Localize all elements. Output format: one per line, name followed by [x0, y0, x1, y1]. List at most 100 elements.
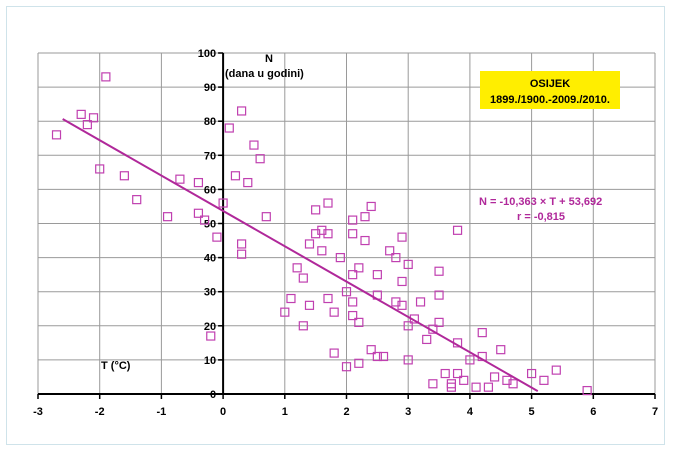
data-point: [82, 120, 92, 130]
data-point: [434, 317, 444, 327]
data-point: [329, 348, 339, 358]
data-point: [51, 130, 62, 140]
data-point: [397, 300, 407, 310]
data-point: [354, 317, 364, 327]
x-tick-label: -2: [95, 406, 105, 418]
data-point: [193, 177, 204, 188]
x-axis-label: T (°C): [101, 360, 131, 372]
data-point: [335, 253, 345, 263]
data-point: [422, 334, 432, 345]
data-point: [304, 300, 315, 310]
data-point: [354, 358, 364, 368]
data-point: [434, 266, 444, 276]
data-point: [372, 351, 382, 362]
data-point: [323, 293, 333, 304]
data-point: [348, 229, 358, 239]
data-point: [323, 229, 333, 239]
data-point: [341, 287, 352, 297]
data-point: [452, 368, 463, 379]
data-point: [255, 154, 265, 164]
data-point: [428, 379, 438, 389]
data-point: [348, 297, 358, 307]
data-point: [298, 273, 308, 283]
data-point: [237, 239, 247, 249]
title-box: [480, 71, 620, 109]
data-point: [206, 331, 216, 341]
data-point: [434, 290, 444, 300]
data-point: [348, 310, 358, 321]
data-point: [88, 113, 99, 123]
data-point: [366, 201, 376, 212]
data-point: [403, 321, 413, 331]
data-point: [496, 345, 506, 355]
data-point: [397, 276, 407, 287]
data-point: [403, 355, 413, 365]
labels: N (dana u godini) T (°C) OSIJEK 1899./19…: [101, 53, 620, 372]
data-point: [224, 123, 234, 133]
data-point: [477, 328, 487, 338]
data-point: [292, 263, 302, 273]
data-point: [360, 212, 370, 222]
data-point: [446, 382, 456, 392]
x-tick-label: 7: [652, 406, 658, 418]
x-tick-label: 5: [529, 406, 535, 418]
data-point: [317, 246, 327, 256]
y-tick-label: 50: [204, 219, 216, 231]
data-point: [489, 372, 500, 382]
data-point: [311, 205, 321, 215]
data-point: [582, 385, 592, 396]
title-box-line2: 1899./1900.-2009./2010.: [490, 94, 610, 106]
data-point: [391, 253, 401, 263]
y-tick-label: 70: [204, 150, 216, 162]
data-point: [218, 198, 228, 208]
data-point: [551, 365, 561, 375]
data-point: [304, 239, 315, 249]
scatter-chart: -3-2-1012345670102030405060708090100 N (…: [33, 48, 658, 418]
data-point: [378, 351, 389, 362]
data-point: [101, 72, 111, 82]
data-point: [286, 293, 296, 304]
data-point: [397, 232, 407, 242]
data-point: [95, 164, 105, 174]
data-point: [199, 215, 210, 225]
x-tick-label: 4: [467, 406, 474, 418]
data-point: [119, 171, 129, 181]
y-axis-label-line2: (dana u godini): [225, 68, 304, 80]
x-tick-label: 1: [282, 406, 288, 418]
y-tick-label: 30: [204, 287, 216, 299]
data-point: [237, 106, 247, 116]
data-point: [452, 225, 463, 235]
data-point: [459, 375, 469, 385]
data-points: [51, 72, 592, 396]
data-point: [465, 355, 475, 365]
x-tick-label: -1: [157, 406, 167, 418]
data-point: [440, 368, 450, 379]
data-point: [193, 208, 204, 218]
x-tick-label: 0: [220, 406, 226, 418]
y-tick-label: 90: [204, 82, 216, 94]
axes: [38, 53, 655, 395]
y-tick-label: 60: [204, 184, 216, 196]
data-point: [471, 382, 481, 392]
data-point: [415, 297, 426, 307]
data-point: [76, 109, 86, 119]
data-point: [329, 307, 339, 317]
data-point: [483, 382, 494, 392]
data-point: [162, 212, 173, 222]
x-tick-label: 3: [405, 406, 411, 418]
title-box-line1: OSIJEK: [530, 78, 570, 90]
data-point: [403, 259, 413, 270]
data-point: [298, 321, 308, 331]
y-tick-label: 10: [204, 355, 216, 367]
data-point: [385, 246, 395, 256]
x-tick-label: 6: [590, 406, 596, 418]
data-point: [539, 375, 549, 385]
grid: [37, 52, 656, 394]
data-point: [372, 270, 382, 280]
y-axis-label-line1: N: [265, 53, 273, 65]
x-tick-label: 2: [343, 406, 349, 418]
data-point: [230, 171, 241, 181]
x-tick-label: -3: [33, 406, 43, 418]
data-point: [508, 379, 518, 389]
data-point: [249, 140, 259, 150]
